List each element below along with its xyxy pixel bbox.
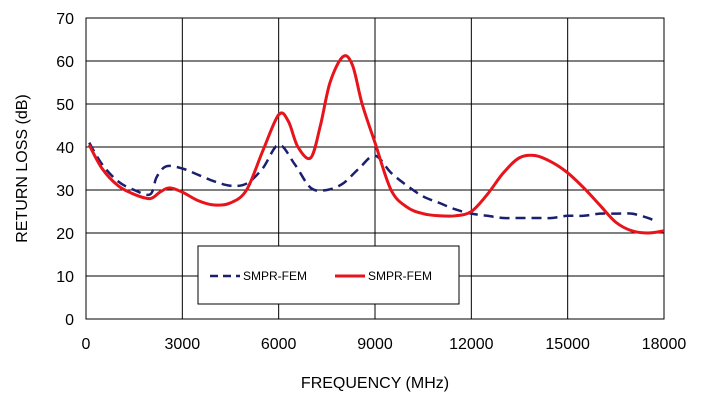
x-tick-label: 18000 [642,336,687,353]
x-tick-label: 15000 [545,336,590,353]
legend-box [197,245,460,305]
plot-area [85,17,665,320]
y-tick-label: 60 [56,54,74,71]
y-tick-label: 50 [56,97,74,114]
x-tick-label: 9000 [357,336,393,353]
legend-label-dashed: SMPR-FEM [243,269,307,283]
y-tick-label: 40 [56,140,74,157]
series-lines [87,54,665,235]
legend-label-solid: SMPR-FEM [368,269,432,283]
y-tick-label: 10 [56,269,74,286]
grid-lines [85,17,665,320]
y-tick-label: 70 [56,11,74,28]
dashed-series-line [88,142,659,224]
x-axis-title: FREQUENCY (MHz) [301,375,449,392]
solid-series-line [87,54,665,235]
x-tick-label: 12000 [449,336,494,353]
x-tick-label: 0 [82,336,91,353]
legend: SMPR-FEM SMPR-FEM [197,245,460,305]
y-tick-label: 30 [56,183,74,200]
x-tick-label: 3000 [165,336,201,353]
y-tick-label: 0 [65,312,74,329]
y-tick-label: 20 [56,226,74,243]
x-tick-label: 6000 [261,336,297,353]
y-axis-title: RETURN LOSS (dB) [14,94,31,242]
tick-labels: 0 3000 6000 9000 12000 15000 18000 0 10 20 30 40 50 6… [56,11,686,353]
